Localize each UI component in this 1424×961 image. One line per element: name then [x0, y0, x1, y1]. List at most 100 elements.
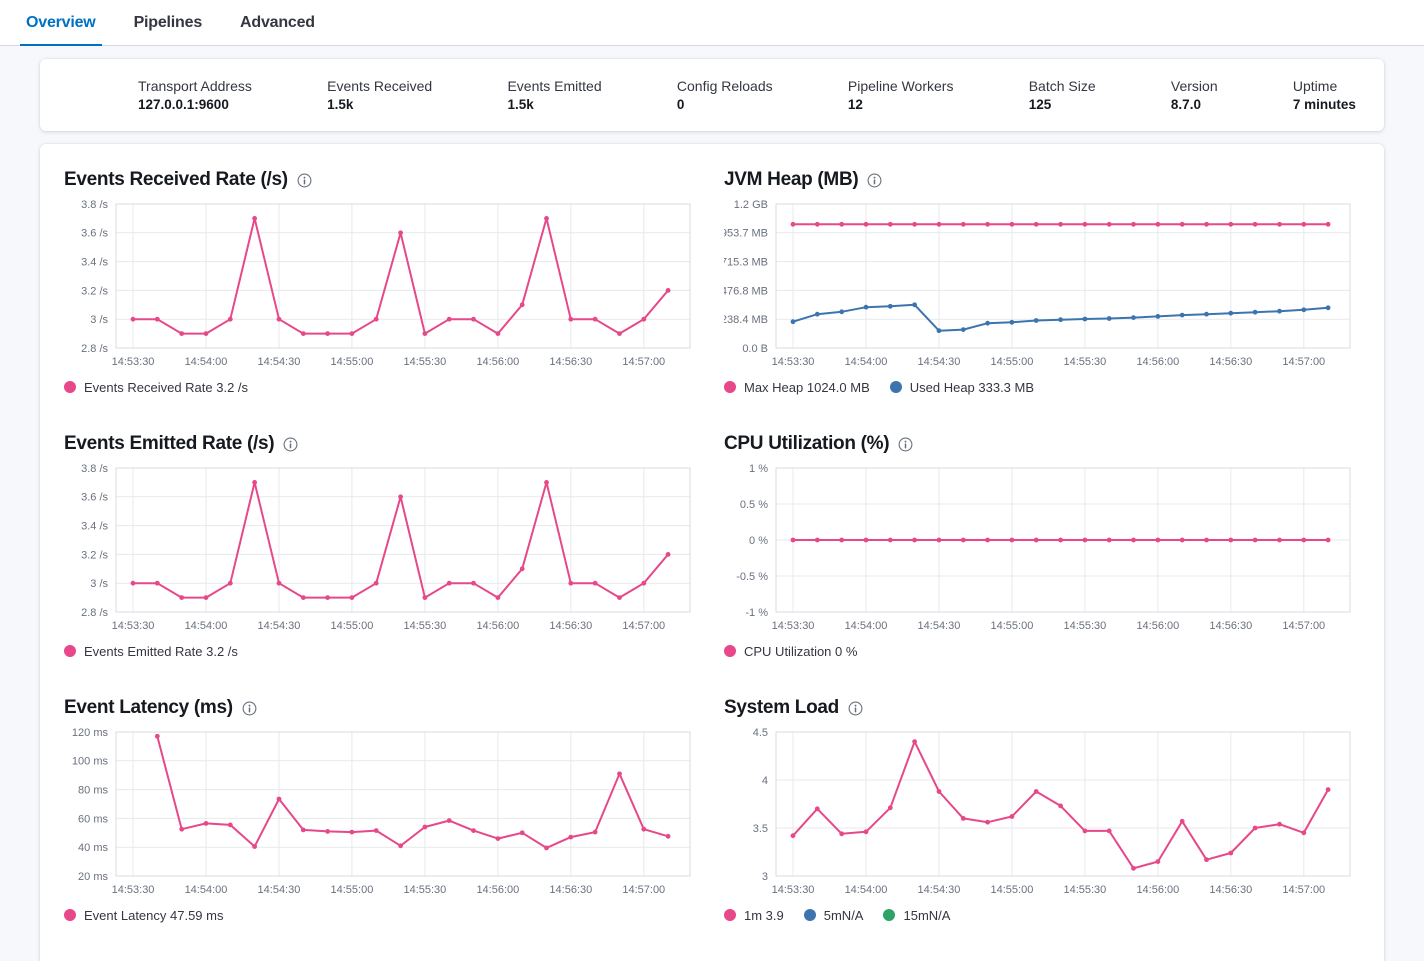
plot-border	[115, 467, 691, 613]
summary-item-value: 1.5k	[327, 96, 354, 112]
chart-title: Event Latency (ms)	[64, 697, 233, 718]
chart-plot[interactable]: 20 ms 40 ms 60 ms 80 ms 100 ms 120 ms 14:53:30…	[64, 726, 694, 900]
tab-advanced[interactable]: Advanced	[240, 14, 315, 31]
chart-plot[interactable]: 3 3.5 4 4.5 14:53:30 14:54:00 14:54:30 14:55:00…	[724, 726, 1354, 900]
chart-event-latency: Event Latency (ms) 20 ms 40 ms 60 ms 80 ms 10…	[64, 696, 700, 926]
data-point	[912, 739, 917, 744]
summary-item-label: Version	[1170, 77, 1218, 94]
legend-dot	[724, 645, 736, 657]
data-point	[863, 829, 869, 835]
data-point	[1033, 537, 1039, 543]
legend-label: 5mN/A	[823, 907, 864, 923]
info-icon[interactable]	[297, 173, 312, 188]
data-point	[1009, 319, 1015, 325]
x-tick-label: 14:54:30	[258, 620, 301, 632]
x-tick-label: 14:54:30	[918, 620, 961, 632]
data-point	[839, 221, 845, 227]
y-tick-label: 3	[762, 871, 768, 883]
data-point	[446, 818, 452, 823]
chart-plot[interactable]: 0.0 B 238.4 MB 476.8 MB 715.3 MB 953.7 MB 1.2…	[724, 198, 1354, 372]
data-point	[1082, 537, 1088, 543]
x-tick-label: 14:53:30	[772, 620, 815, 632]
legend-item[interactable]: Events Emitted Rate 3.2 /s	[64, 644, 238, 659]
y-tick-label: 2.8 /s	[81, 607, 108, 619]
legend-item[interactable]: Events Received Rate 3.2 /s	[64, 380, 248, 395]
y-tick-label: 476.8 MB	[724, 285, 768, 297]
legend-item[interactable]: 5mN/A	[803, 907, 864, 923]
y-tick-label: 100 ms	[72, 756, 109, 768]
data-point	[252, 216, 257, 221]
chart-title-row: System Load	[724, 696, 1360, 720]
data-point	[1179, 537, 1185, 543]
x-tick-label: 14:54:00	[845, 620, 888, 632]
legend-item[interactable]: CPU Utilization 0 %	[724, 644, 857, 659]
data-point	[839, 831, 845, 837]
summary-item-label: Pipeline Workers	[847, 77, 954, 94]
legend-item[interactable]: Event Latency 47.59 ms	[64, 908, 223, 923]
tab-pipelines[interactable]: Pipelines	[133, 14, 203, 31]
legend-item[interactable]: Used Heap 333.3 MB	[889, 379, 1035, 395]
data-point	[1252, 309, 1258, 315]
data-point	[960, 327, 966, 332]
data-point	[276, 796, 282, 802]
data-point	[130, 316, 136, 322]
x-tick-label: 14:54:00	[845, 884, 888, 896]
x-tick-label: 14:53:30	[112, 620, 155, 632]
data-point	[1179, 818, 1185, 824]
legend-item[interactable]: 15mN/A	[883, 908, 950, 923]
y-tick-label: 3.6 /s	[81, 228, 108, 240]
y-tick-label: 20 ms	[78, 871, 108, 883]
data-point	[203, 331, 209, 336]
data-point	[1228, 537, 1234, 543]
legend-item[interactable]: Max Heap 1024.0 MB	[724, 380, 870, 395]
data-point	[665, 552, 671, 557]
info-icon[interactable]	[867, 173, 882, 188]
series-line-events-received-rate	[132, 217, 670, 335]
chart-plot[interactable]: 2.8 /s 3 /s 3.2 /s 3.4 /s 3.6 /s 3.8 /s 14:53:…	[64, 462, 694, 636]
data-point	[1228, 310, 1234, 316]
info-icon[interactable]	[283, 437, 298, 452]
legend-label: Event Latency 47.59 ms	[84, 907, 224, 923]
data-point	[912, 221, 917, 227]
legend-dot	[724, 381, 736, 393]
x-tick-label: 14:55:00	[991, 884, 1034, 896]
summary-item-label: Events Emitted	[507, 77, 602, 94]
x-tick-label: 14:54:00	[185, 620, 228, 632]
data-point	[446, 580, 452, 586]
data-point	[936, 789, 942, 794]
data-point	[1082, 316, 1088, 322]
chart-events-emitted-rate: Events Emitted Rate (/s) 2.8 /s 3 /s 3.2 /s…	[64, 432, 700, 662]
data-point	[1277, 537, 1282, 543]
legend-item[interactable]: 1m 3.9	[724, 908, 784, 923]
data-point	[592, 829, 598, 835]
chart-plot[interactable]: -1 % -0.5 % 0 % 0.5 % 1 % 14:53:30 14:54:00 14:…	[724, 462, 1354, 636]
info-icon[interactable]	[848, 701, 863, 716]
summary-item: Batch Size 125	[1029, 77, 1096, 114]
chart-plot[interactable]: 2.8 /s 3 /s 3.2 /s 3.4 /s 3.6 /s 3.8 /s 14:53:…	[64, 198, 694, 372]
data-point	[398, 494, 403, 500]
summary-item: Pipeline Workers 12	[848, 77, 954, 114]
plot-border	[775, 203, 1351, 349]
y-tick-label: 0 %	[749, 535, 768, 547]
data-point	[814, 806, 820, 812]
x-tick-label: 14:57:00	[1282, 356, 1325, 368]
x-tick-label: 14:56:00	[1136, 356, 1179, 368]
data-point	[519, 566, 525, 572]
legend-dot	[64, 381, 76, 393]
x-tick-label: 14:54:30	[258, 884, 301, 896]
x-tick-label: 14:54:30	[258, 356, 301, 368]
chart-title-row: CPU Utilization (%)	[724, 432, 1360, 456]
x-tick-label: 14:54:30	[918, 884, 961, 896]
data-point	[790, 537, 796, 543]
info-icon[interactable]	[898, 437, 913, 452]
data-point	[641, 826, 647, 832]
legend-label: Used Heap 333.3 MB	[909, 379, 1035, 395]
summary-item-value: 7 minutes	[1292, 96, 1356, 112]
x-tick-label: 14:55:00	[331, 884, 374, 896]
tab-overview[interactable]: Overview	[20, 0, 102, 46]
info-icon[interactable]	[242, 701, 257, 716]
data-point	[1106, 828, 1112, 834]
data-point	[1131, 865, 1136, 871]
legend-dot	[64, 645, 76, 657]
data-point	[887, 303, 893, 309]
